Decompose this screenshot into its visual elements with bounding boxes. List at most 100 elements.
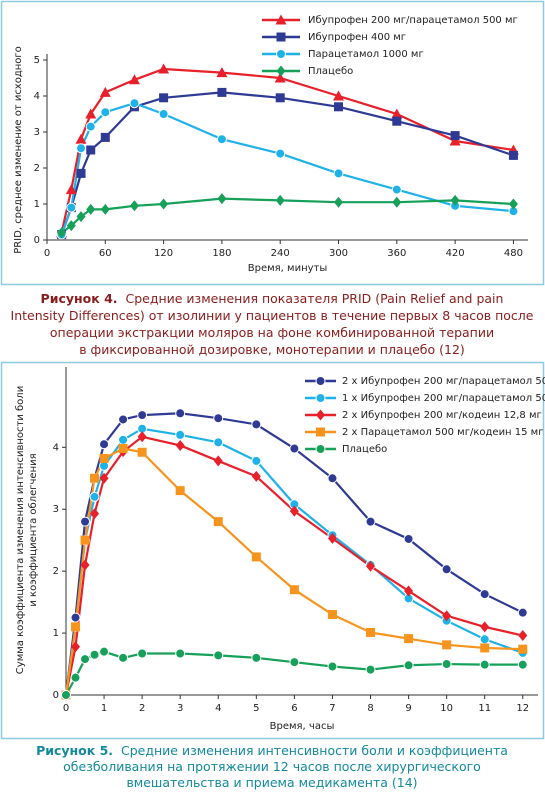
marker bbox=[508, 198, 518, 210]
marker bbox=[213, 455, 223, 467]
marker bbox=[449, 135, 461, 146]
marker bbox=[213, 650, 224, 661]
marker bbox=[289, 585, 299, 595]
marker bbox=[327, 532, 337, 544]
marker bbox=[479, 659, 490, 670]
y-tick-label: 0 bbox=[53, 690, 59, 701]
marker bbox=[99, 453, 109, 463]
marker bbox=[289, 657, 300, 668]
marker bbox=[251, 552, 261, 562]
legend-label: Ибупрофен 200 мг/парацетамол 500 мг bbox=[308, 15, 518, 26]
marker bbox=[99, 439, 110, 450]
x-tick-label: 5 bbox=[253, 703, 259, 714]
caption-space bbox=[118, 291, 126, 306]
marker bbox=[89, 649, 100, 660]
marker bbox=[89, 491, 100, 502]
chart-frame bbox=[0, 361, 545, 740]
marker bbox=[251, 470, 261, 482]
marker bbox=[159, 93, 169, 103]
caption-text: Средние изменения интенсивности боли и к… bbox=[121, 743, 508, 758]
marker bbox=[129, 200, 139, 212]
x-tick-label: 420 bbox=[446, 248, 465, 259]
marker bbox=[289, 505, 299, 517]
marker bbox=[65, 184, 77, 195]
marker bbox=[315, 444, 326, 454]
caption-text: Средние изменения показателя PRID (Pain … bbox=[125, 291, 503, 306]
y-tick-label: 3 bbox=[53, 504, 59, 515]
marker bbox=[334, 102, 344, 112]
x-tick-label: 480 bbox=[504, 248, 523, 259]
marker bbox=[80, 516, 91, 527]
marker bbox=[75, 133, 87, 144]
marker bbox=[480, 643, 490, 653]
marker bbox=[216, 67, 228, 78]
caption-line: Рисунок 4. Средние изменения показателя … bbox=[41, 291, 504, 306]
marker bbox=[275, 14, 287, 25]
marker bbox=[404, 585, 414, 597]
y-tick-label: 5 bbox=[34, 55, 40, 66]
marker bbox=[118, 652, 129, 663]
legend-label: 2 x Парацетамол 500 мг/кодеин 15 мг bbox=[342, 427, 543, 438]
marker bbox=[118, 444, 128, 454]
marker bbox=[327, 473, 338, 484]
marker bbox=[327, 661, 338, 672]
marker bbox=[403, 660, 414, 671]
marker bbox=[100, 107, 111, 118]
caption-text: вмешательства и приема медикамента (14) bbox=[126, 775, 417, 790]
x-tick-label: 11 bbox=[478, 703, 491, 714]
x-tick-label: 9 bbox=[405, 703, 411, 714]
marker bbox=[316, 427, 325, 437]
marker bbox=[99, 86, 111, 97]
marker bbox=[129, 98, 140, 109]
legend-label: Плацебо bbox=[308, 66, 353, 77]
x-tick-label: 6 bbox=[291, 703, 297, 714]
caption-line: операции экстракции моляров на фоне комб… bbox=[50, 325, 494, 340]
marker bbox=[251, 652, 262, 663]
caption-line: в фиксированной дозировке, монотерапии и… bbox=[79, 342, 465, 357]
y-tick-label: 1 bbox=[34, 199, 40, 210]
marker bbox=[276, 65, 286, 77]
x-axis-label: Время, минуты bbox=[248, 263, 328, 274]
marker bbox=[334, 196, 344, 208]
marker bbox=[274, 72, 286, 83]
marker bbox=[70, 672, 81, 683]
marker bbox=[315, 393, 326, 403]
marker bbox=[61, 690, 71, 700]
marker bbox=[391, 184, 402, 195]
marker bbox=[175, 486, 185, 496]
marker bbox=[251, 419, 262, 430]
x-tick-label: 120 bbox=[154, 248, 173, 259]
x-tick-label: 10 bbox=[440, 703, 453, 714]
x-tick-label: 2 bbox=[139, 703, 145, 714]
marker bbox=[100, 203, 110, 215]
marker bbox=[518, 630, 528, 642]
marker bbox=[442, 610, 452, 622]
marker bbox=[100, 132, 110, 142]
marker bbox=[85, 108, 97, 119]
marker bbox=[276, 32, 286, 42]
marker bbox=[275, 93, 285, 103]
x-tick-label: 360 bbox=[387, 248, 406, 259]
y-axis-label: Сумма коэффициента изменения интенсивнос… bbox=[15, 386, 26, 674]
y-axis-label: PRID, среднее изменение от исходного bbox=[13, 46, 24, 254]
x-tick-label: 3 bbox=[177, 703, 183, 714]
x-tick-label: 0 bbox=[44, 248, 50, 259]
marker bbox=[175, 429, 186, 440]
y-axis-label: и коэффициента облегчения bbox=[28, 453, 39, 606]
marker bbox=[71, 622, 81, 632]
x-tick-label: 60 bbox=[99, 248, 112, 259]
x-tick-label: 1 bbox=[101, 703, 107, 714]
caption-text: операции экстракции моляров на фоне комб… bbox=[50, 325, 494, 340]
marker bbox=[442, 640, 452, 650]
marker bbox=[450, 131, 460, 141]
marker bbox=[71, 641, 81, 653]
legend-label: 2 x Ибупрофен 200 мг/кодеин 12,8 мг bbox=[342, 410, 542, 421]
marker bbox=[137, 431, 147, 443]
marker bbox=[158, 109, 169, 119]
marker bbox=[392, 196, 402, 208]
marker bbox=[86, 203, 96, 215]
x-tick-label: 12 bbox=[516, 703, 529, 714]
caption-text: в фиксированной дозировке, монотерапии и… bbox=[79, 342, 465, 357]
